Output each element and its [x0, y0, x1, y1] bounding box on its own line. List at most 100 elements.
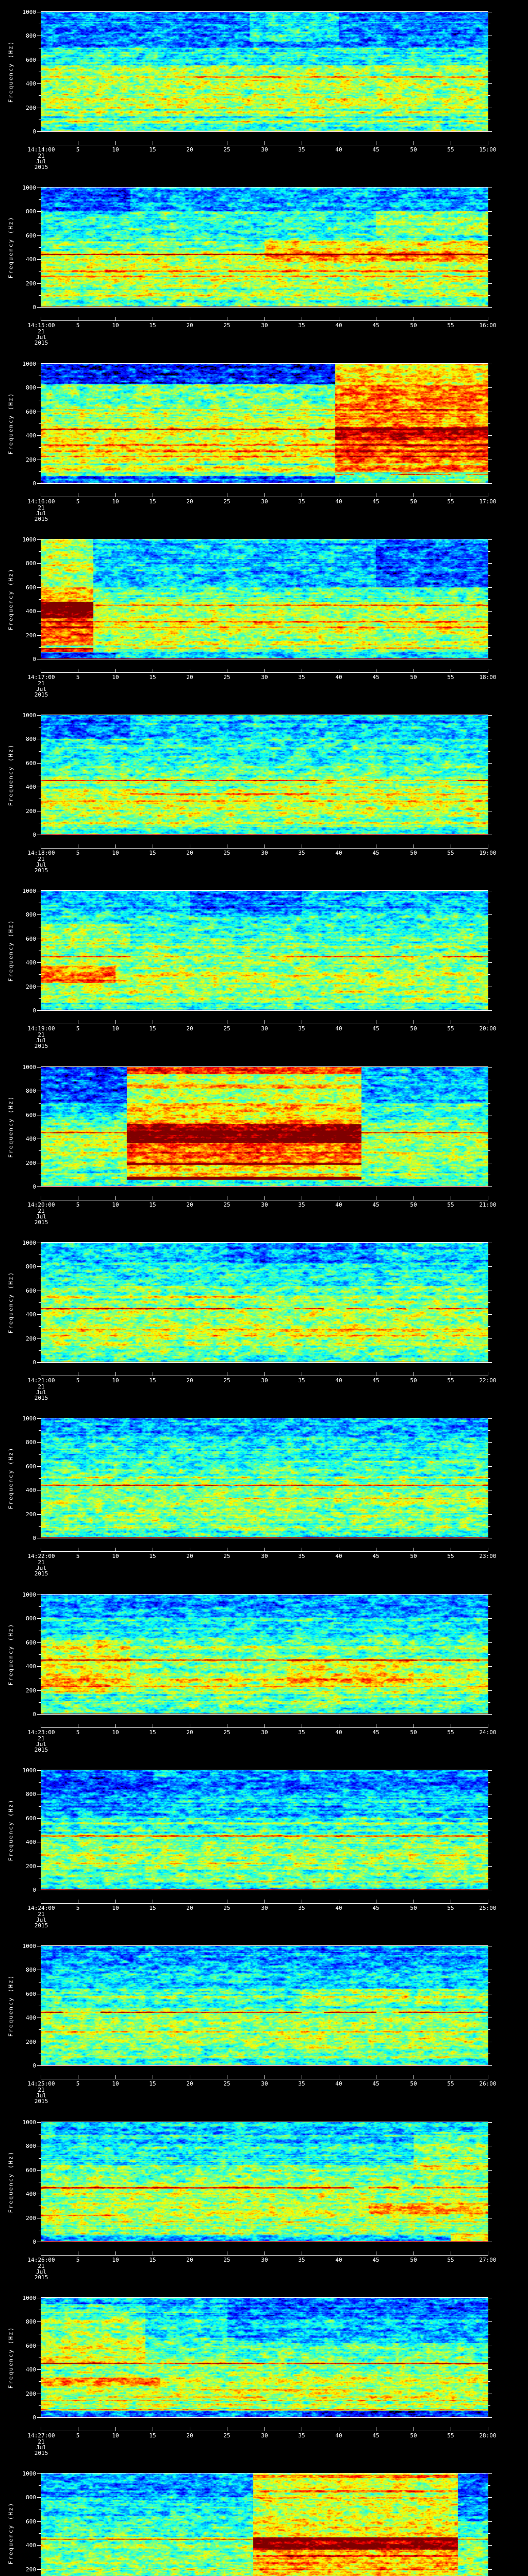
y-tick — [37, 2473, 41, 2474]
y-tick-label: 0 — [32, 2414, 36, 2421]
x-tick-label: 5 — [76, 2432, 80, 2439]
x-tick-label: 35 — [298, 1905, 305, 1911]
y-tick — [37, 2417, 41, 2418]
spectrogram-panel: Frequency (Hz) 14:22:00 23:00 21 Jul 201… — [0, 1406, 528, 1583]
spectrogram-panel: Frequency (Hz) 14:14:00 15:00 21 Jul 201… — [0, 0, 528, 176]
y-tick — [37, 307, 41, 308]
y-tick-label: 200 — [26, 1335, 36, 1342]
x-tick-label: 45 — [372, 1201, 380, 1208]
y-tick-label: 800 — [26, 1088, 36, 1094]
y-axis-title: Frequency (Hz) — [7, 919, 14, 982]
x-tick-label: 5 — [76, 498, 80, 505]
x-tick-label: 25 — [223, 1905, 230, 1911]
x-tick-label: 45 — [372, 2257, 380, 2263]
plot-frame — [41, 363, 488, 484]
y-tick-label: 200 — [26, 808, 36, 815]
y-tick — [488, 962, 492, 963]
x-tick-label: 25 — [223, 498, 230, 505]
date-year-label: 2015 — [34, 340, 48, 346]
y-tick — [488, 2485, 490, 2486]
x-tick-label: 20 — [186, 1377, 193, 1384]
y-tick-label: 800 — [26, 911, 36, 918]
x-tick-label: 50 — [410, 1729, 417, 1736]
y-tick-label: 1000 — [22, 888, 37, 894]
y-tick-label: 1000 — [22, 9, 37, 15]
y-tick-label: 600 — [26, 2343, 36, 2349]
y-tick-label: 0 — [32, 1007, 36, 1014]
x-tick-label: 55 — [447, 2080, 454, 2087]
x-tick-label: 35 — [298, 1729, 305, 1736]
x-tick-label: 10 — [112, 2432, 119, 2439]
y-tick — [488, 1782, 490, 1783]
x-tick-label: 15 — [149, 1905, 156, 1911]
y-tick — [39, 423, 41, 424]
x-tick-label: 10 — [112, 1025, 119, 1032]
y-tick — [488, 131, 492, 132]
y-tick — [488, 974, 490, 975]
y-tick — [488, 539, 492, 540]
x-tick-label: 55 — [447, 2432, 454, 2439]
x-tick-label: 45 — [372, 850, 380, 856]
x-tick-label: 45 — [372, 1025, 380, 1032]
x-tick-label: 40 — [335, 2080, 342, 2087]
time-axis-line — [41, 2255, 488, 2256]
x-tick-label: 15 — [149, 1025, 156, 1032]
x-tick-label: 30 — [261, 498, 268, 505]
y-tick — [488, 247, 490, 248]
y-tick — [488, 1442, 492, 1443]
x-tick-label: 45 — [372, 2080, 380, 2087]
y-tick-label: 800 — [26, 736, 36, 742]
x-tick-label: 35 — [298, 1377, 305, 1384]
y-tick — [488, 914, 492, 915]
y-axis-title: Frequency (Hz) — [7, 1974, 14, 2037]
x-tick-label: 45 — [372, 498, 380, 505]
y-tick — [488, 2321, 492, 2322]
x-tick-label: 25 — [223, 2080, 230, 2087]
y-tick-label: 800 — [26, 1791, 36, 1798]
y-tick — [488, 95, 490, 96]
y-tick — [39, 1702, 41, 1703]
start-time-label: 14:15:00 — [27, 322, 55, 329]
date-month-label: Jul — [36, 1213, 46, 1220]
x-tick-label: 55 — [447, 674, 454, 681]
y-tick-label: 1000 — [22, 1064, 37, 1071]
y-tick-label: 400 — [26, 1663, 36, 1670]
x-tick-label: 20 — [186, 2432, 193, 2439]
y-axis-title: Frequency (Hz) — [7, 216, 14, 279]
y-tick — [488, 587, 492, 588]
y-tick — [39, 1326, 41, 1327]
y-tick — [488, 1514, 492, 1515]
date-day-label: 21 — [38, 2438, 45, 2445]
spectrogram-canvas — [41, 715, 488, 835]
y-tick — [488, 2381, 490, 2382]
y-tick-label: 200 — [26, 2391, 36, 2397]
x-tick-label: 55 — [447, 1025, 454, 1032]
x-tick-label: 25 — [223, 674, 230, 681]
y-tick — [37, 1714, 41, 1715]
x-tick-label: 55 — [447, 1905, 454, 1911]
y-tick — [488, 447, 490, 448]
y-tick-label: 200 — [26, 984, 36, 990]
y-tick-label: 800 — [26, 2494, 36, 2501]
date-year-label: 2015 — [34, 867, 48, 874]
x-tick-label: 30 — [261, 1377, 268, 1384]
y-tick — [37, 611, 41, 612]
x-tick-label: 20 — [186, 1025, 193, 1032]
y-tick — [488, 1350, 490, 1351]
start-time-label: 14:17:00 — [27, 674, 55, 681]
y-tick — [37, 635, 41, 636]
y-tick-label: 0 — [32, 832, 36, 838]
y-tick — [37, 2122, 41, 2123]
x-tick-label: 30 — [261, 1025, 268, 1032]
y-tick — [37, 914, 41, 915]
y-tick — [39, 2533, 41, 2534]
y-tick-label: 1000 — [22, 1943, 37, 1950]
time-axis-line — [41, 848, 488, 849]
x-tick-label: 5 — [76, 674, 80, 681]
x-tick-label: 25 — [223, 1553, 230, 1560]
y-tick — [488, 2065, 492, 2066]
y-tick — [39, 974, 41, 975]
x-tick-label: 40 — [335, 1553, 342, 1560]
y-axis-title: Frequency (Hz) — [7, 2326, 14, 2389]
y-tick — [488, 2029, 490, 2030]
